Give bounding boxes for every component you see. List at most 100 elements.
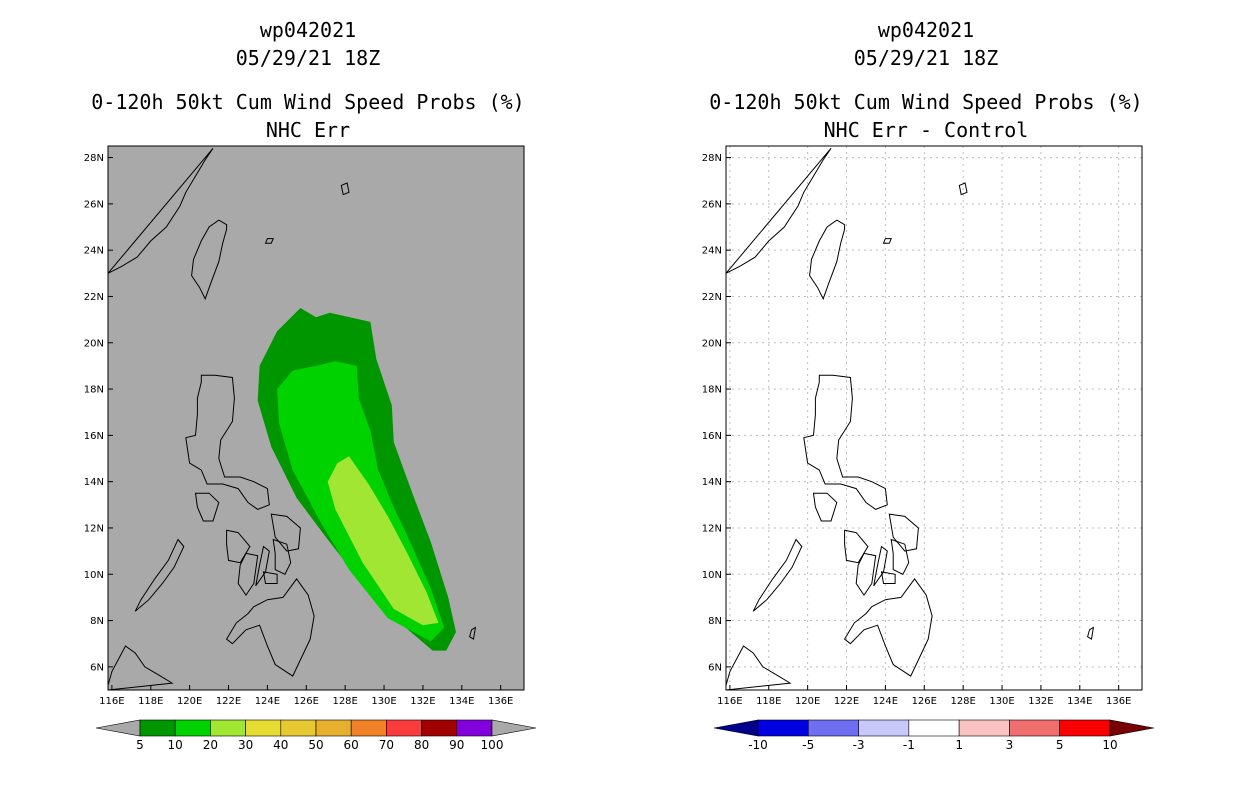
panel1-panay-coast <box>844 529 869 564</box>
panel1-mindoro-coast <box>812 492 838 522</box>
panel0-x-tick-label: 116E <box>99 696 124 707</box>
panel0-borneo-coast <box>107 645 174 691</box>
panel0-colorbar-label: 70 <box>379 738 394 752</box>
panel0-colorbar-segment <box>386 719 422 737</box>
panel0-colorbar-label: 40 <box>273 738 288 752</box>
panel1-colorbar-segment <box>908 719 960 737</box>
panel0-x-tick-label: 124E <box>255 696 280 707</box>
panel1-y-tick-label: 14N <box>702 477 722 488</box>
panel1-taiwan-coast <box>809 219 846 301</box>
left-title-product: 0-120h 50kt Cum Wind Speed Probs (%) <box>91 90 525 114</box>
panel1-china-coast <box>725 147 832 274</box>
panel0-colorbar-label: 10 <box>168 738 183 752</box>
panel1-x-tick-label: 122E <box>834 696 859 707</box>
panel0-x-tick-label: 122E <box>216 696 241 707</box>
panel0-colorbar-label: 90 <box>449 738 464 752</box>
panel1-cebu-coast <box>873 545 888 587</box>
panel0-colorbar-label: 60 <box>344 738 359 752</box>
panel1-colorbar-over-arrow <box>1109 719 1155 737</box>
panel0-colorbar-segment <box>350 719 387 737</box>
panel0-x-tick-label: 134E <box>449 696 474 707</box>
panel1-colorbar-label: 5 <box>1056 738 1064 752</box>
panel1-colorbar-segment <box>807 719 859 737</box>
panel1-colorbar-segment <box>858 719 910 737</box>
panel1-x-tick-label: 118E <box>756 696 781 707</box>
panel0-china-coast <box>107 147 214 274</box>
panel1-borneo-coast <box>725 645 792 691</box>
panel1-colorbar-label: -3 <box>853 738 865 752</box>
panel0-plot-frame <box>107 145 525 691</box>
panel1-colorbar-label: 3 <box>1006 738 1014 752</box>
panel1-colorbar-under-arrow <box>713 719 759 737</box>
panel0-leyte-coast <box>272 538 292 575</box>
panel0-y-tick-label: 22N <box>84 292 104 303</box>
panel0-y-tick-label: 28N <box>84 153 104 164</box>
panel0-cebu-coast <box>255 545 270 587</box>
panel1-bohol-coast <box>880 571 896 584</box>
panel0-colorbar-segment <box>210 719 246 737</box>
panel1-y-tick-label: 6N <box>708 662 722 673</box>
panel0-colorbar-label: 100 <box>481 738 504 752</box>
panel1-y-tick-label: 18N <box>702 385 722 396</box>
panel1-colorbar-segment <box>1009 719 1061 737</box>
panel1-y-tick-label: 12N <box>702 523 722 534</box>
panel0-colorbar-label: 20 <box>203 738 218 752</box>
panel0-x-tick-label: 126E <box>294 696 319 707</box>
panel1-x-tick-label: 126E <box>912 696 937 707</box>
panel1-samar-coast <box>888 513 919 552</box>
panel0-x-tick-label: 120E <box>177 696 202 707</box>
panel1-x-tick-label: 124E <box>873 696 898 707</box>
panel1-plot-background <box>726 146 1142 690</box>
panel1-y-tick-label: 28N <box>702 153 722 164</box>
panel0-colorbar-segment <box>245 719 282 737</box>
panel0-x-tick-label: 128E <box>332 696 357 707</box>
panel1-x-tick-label: 130E <box>989 696 1014 707</box>
panel0-colorbar-label: 50 <box>308 738 323 752</box>
panel0-colorbar-segment <box>139 719 176 737</box>
panel0-y-tick-label: 6N <box>90 662 104 673</box>
panel0-y-tick-label: 20N <box>84 338 104 349</box>
panel0-y-tick-label: 8N <box>90 616 104 627</box>
panel0-x-tick-label: 132E <box>410 696 435 707</box>
panel0-colorbar-segment <box>315 719 352 737</box>
panel0-x-tick-label: 130E <box>371 696 396 707</box>
panel1-negros-coast <box>855 552 877 596</box>
panel1-x-tick-label: 120E <box>795 696 820 707</box>
panel1-yaeyama-island <box>882 238 892 244</box>
panel0-yaeyama-island <box>264 238 274 244</box>
panel1-ryukyu-island <box>958 182 968 196</box>
panel0-y-tick-label: 10N <box>84 570 104 581</box>
panel1-colorbar-label: 10 <box>1102 738 1117 752</box>
panel1-leyte-coast <box>890 538 910 575</box>
panel0-y-tick-label: 24N <box>84 246 104 257</box>
panel1-y-tick-label: 20N <box>702 338 722 349</box>
panel1-x-tick-label: 128E <box>950 696 975 707</box>
panel1-y-tick-label: 8N <box>708 616 722 627</box>
panel0-colorbar-under-arrow <box>95 719 141 737</box>
right-title-date: 05/29/21 18Z <box>853 46 999 70</box>
panel1-x-tick-label: 136E <box>1106 696 1131 707</box>
panel1-x-tick-label: 132E <box>1028 696 1053 707</box>
panel0-colorbar-label: 30 <box>238 738 253 752</box>
panel0-colorbar-label: 80 <box>414 738 429 752</box>
panel1-colorbar-segment <box>958 719 1010 737</box>
panel1-colorbar-label: 1 <box>955 738 963 752</box>
left-title-variant: NHC Err <box>265 118 351 142</box>
panel0-colorbar-label: 5 <box>136 738 144 752</box>
panel0-y-tick-label: 16N <box>84 431 104 442</box>
panel0-panay-coast <box>226 529 251 564</box>
panel1-y-tick-label: 24N <box>702 246 722 257</box>
panel1-palawan-coast <box>752 538 803 612</box>
panel1-x-tick-label: 116E <box>717 696 742 707</box>
panel1-x-tick-label: 134E <box>1067 696 1092 707</box>
panel0-contour-20pct <box>327 456 439 626</box>
panel0-x-tick-label: 136E <box>488 696 513 707</box>
panel0-y-tick-label: 18N <box>84 385 104 396</box>
panel0-palawan-coast <box>134 538 185 612</box>
right-title-storm: wp042021 <box>877 18 975 42</box>
panel0-palau-island <box>469 626 477 640</box>
panel1-mindanao-coast <box>843 578 933 677</box>
panel1-y-tick-label: 16N <box>702 431 722 442</box>
panel1-y-tick-label: 26N <box>702 199 722 210</box>
